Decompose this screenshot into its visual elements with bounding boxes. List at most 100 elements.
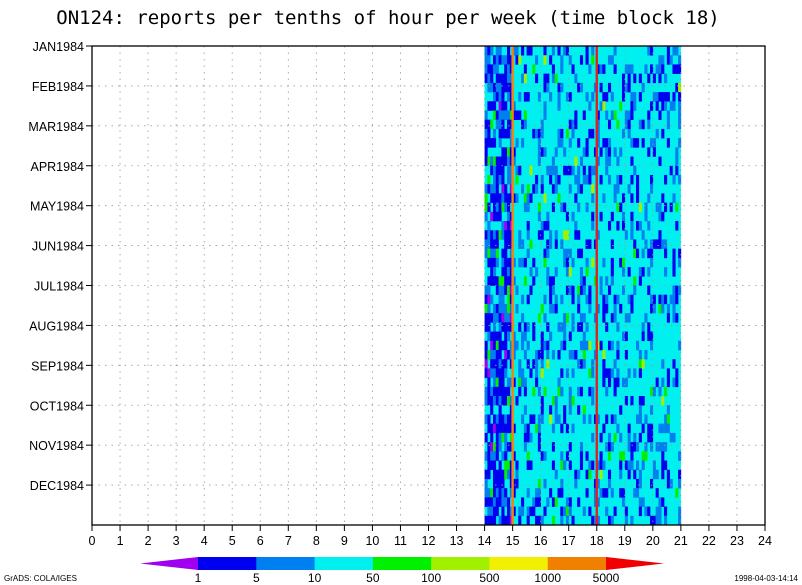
heatmap-cell <box>658 386 662 397</box>
heatmap-cell <box>596 110 600 120</box>
heatmap-cell <box>549 294 553 305</box>
heatmap-cell <box>509 119 513 130</box>
y-tick-label: APR1984 <box>30 160 84 174</box>
heatmap-cell <box>596 156 600 167</box>
heatmap-cell <box>579 359 584 369</box>
heatmap-cell <box>596 515 600 526</box>
heatmap-cell <box>507 414 511 424</box>
heatmap-cell <box>504 202 508 213</box>
heatmap-cell <box>521 340 525 351</box>
heatmap-cell <box>633 73 637 84</box>
heatmap-cell <box>507 460 511 471</box>
heatmap-cell <box>633 488 637 498</box>
heatmap-cell <box>571 515 575 526</box>
heatmap-cell <box>490 248 494 259</box>
heatmap-cell <box>574 174 578 185</box>
heatmap-cell <box>638 359 642 369</box>
heatmap-cell <box>658 211 662 222</box>
heatmap-cell <box>504 488 508 498</box>
heatmap-cell <box>633 101 637 111</box>
heatmap-cell <box>543 193 547 203</box>
heatmap-cell <box>644 239 648 249</box>
heatmap-cell <box>551 349 555 360</box>
heatmap-cell <box>605 322 609 332</box>
heatmap-cell <box>678 257 682 268</box>
heatmap-cell <box>607 340 612 351</box>
heatmap-cell <box>636 138 640 148</box>
heatmap-cell <box>490 119 494 130</box>
heatmap-cell <box>495 73 499 84</box>
heatmap-cell <box>498 515 502 526</box>
heatmap-cell <box>557 414 561 424</box>
heatmap-cell <box>577 82 581 93</box>
heatmap-cell <box>563 460 567 471</box>
heatmap-cell <box>495 359 499 369</box>
heatmap-cell <box>647 46 651 56</box>
heatmap-cell <box>495 257 499 268</box>
heatmap-cell <box>504 147 508 157</box>
heatmap-cell <box>593 349 598 360</box>
heatmap-cell <box>504 101 508 111</box>
heatmap-cell <box>501 322 505 332</box>
heatmap-cell <box>658 497 662 507</box>
heatmap-cell <box>582 414 586 424</box>
heatmap-cell <box>543 46 547 56</box>
heatmap-cell <box>507 313 511 323</box>
heatmap-cell <box>507 128 511 139</box>
heatmap-cell <box>518 55 522 65</box>
heatmap-cell <box>509 101 513 111</box>
heatmap-cell <box>636 478 640 489</box>
heatmap-cell <box>501 82 505 93</box>
heatmap-cell <box>588 285 592 296</box>
heatmap-cell <box>504 386 508 397</box>
heatmap-cell <box>669 432 673 443</box>
heatmap-cell <box>616 156 620 167</box>
heatmap-cell <box>624 506 628 517</box>
heatmap-cell <box>599 451 603 461</box>
heatmap-cell <box>549 230 553 240</box>
x-axis: 0 1 2 3 4 5 6 7 8 9 10 11 12 13 14 15 16 17 18 19 20 21 22 23 24 <box>89 525 772 548</box>
heatmap-cell <box>619 432 623 443</box>
heatmap-cell <box>526 92 530 102</box>
heatmap-cell <box>554 303 558 314</box>
heatmap-cell <box>616 377 620 388</box>
heatmap-cell <box>501 386 505 397</box>
heatmap-cell <box>535 497 539 507</box>
heatmap-cell <box>515 396 519 406</box>
heatmap-cell <box>602 359 606 369</box>
heatmap-cell <box>644 451 648 461</box>
heatmap-cell <box>672 303 676 314</box>
heatmap-cell <box>605 442 609 452</box>
heatmap-cell <box>585 202 589 213</box>
heatmap-cell <box>568 442 572 452</box>
heatmap-cell <box>521 414 525 424</box>
heatmap-cell <box>495 110 499 120</box>
heatmap-cell <box>641 396 645 406</box>
heatmap-cell <box>501 147 505 157</box>
heatmap-cell <box>661 211 665 222</box>
heatmap-cell <box>658 294 662 305</box>
heatmap-cell <box>554 147 558 157</box>
heatmap-cell <box>554 294 558 305</box>
heatmap-cell <box>666 469 670 480</box>
heatmap-cell <box>607 221 612 231</box>
heatmap-cell <box>565 497 569 507</box>
heatmap-cell <box>521 497 525 507</box>
heatmap-cell <box>498 285 502 296</box>
heatmap-cell <box>585 46 589 56</box>
heatmap-cell <box>521 294 525 305</box>
heatmap-cell <box>644 202 648 213</box>
heatmap-cell <box>509 110 513 120</box>
heatmap-cell <box>621 193 626 203</box>
heatmap-cell <box>495 184 499 194</box>
heatmap-cell <box>672 432 676 443</box>
heatmap-cell <box>493 331 497 342</box>
heatmap-cell <box>560 460 564 471</box>
heatmap-cell <box>650 331 654 342</box>
heatmap-cell <box>565 285 569 296</box>
heatmap-cell <box>602 64 606 74</box>
heatmap-cell <box>493 349 497 360</box>
heatmap-cell <box>551 460 555 471</box>
heatmap-cell <box>596 414 600 424</box>
heatmap-cell <box>504 257 508 268</box>
